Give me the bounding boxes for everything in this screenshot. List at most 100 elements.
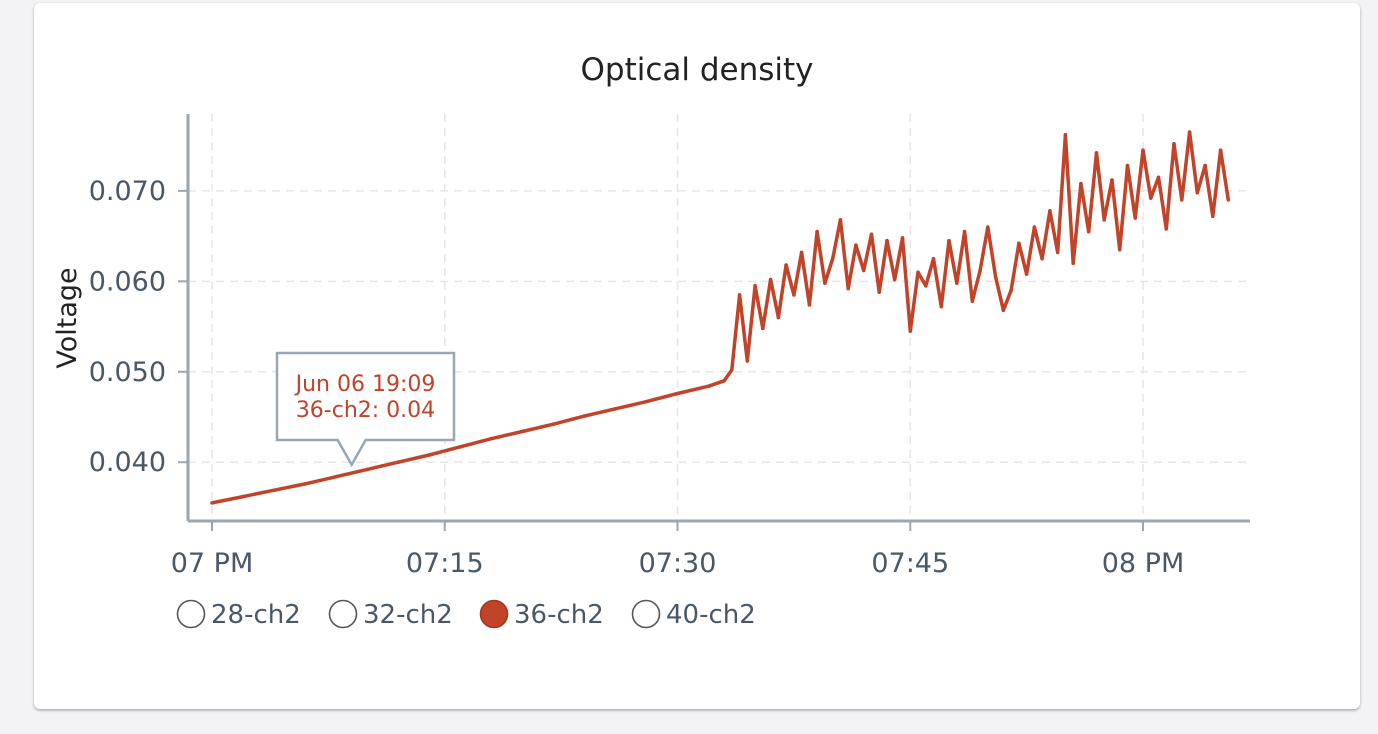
data-point — [776, 315, 781, 320]
x-tick-label: 07 PM — [171, 548, 254, 579]
gridlines — [178, 114, 1250, 531]
data-point — [613, 407, 618, 411]
data-point — [768, 277, 773, 282]
data-point — [210, 501, 214, 505]
data-point — [365, 467, 369, 472]
data-point — [520, 429, 525, 434]
data-point — [722, 379, 726, 383]
data-point — [923, 284, 928, 288]
data-point — [1017, 241, 1021, 246]
data-point — [869, 232, 874, 237]
y-tick-label: 0.070 — [89, 176, 166, 207]
data-point — [1048, 208, 1052, 213]
data-point — [730, 368, 734, 372]
data-point — [846, 286, 850, 291]
legend-item-36-ch2[interactable]: 36-ch2 — [479, 599, 604, 630]
data-point — [551, 422, 556, 427]
data-point — [962, 229, 967, 234]
data-point — [303, 482, 307, 486]
data-point — [272, 488, 276, 493]
data-point — [978, 268, 982, 273]
y-axis-label: Voltage — [52, 267, 83, 368]
data-point — [947, 238, 951, 243]
data-point — [1055, 250, 1060, 255]
data-point — [241, 494, 245, 499]
data-point — [916, 270, 920, 275]
data-point — [745, 359, 750, 363]
data-point — [582, 414, 587, 418]
data-point — [1125, 163, 1130, 168]
data-point — [1086, 229, 1091, 234]
data-point — [823, 281, 827, 285]
data-point — [1040, 256, 1044, 261]
tooltip-line1: Jun 06 19:09 — [294, 372, 436, 397]
data-point — [334, 474, 338, 479]
data-point — [892, 277, 897, 282]
data-point — [458, 445, 463, 449]
data-point — [1009, 288, 1013, 293]
data-point — [1001, 308, 1006, 313]
legend-marker — [631, 599, 661, 629]
data-point — [1094, 151, 1099, 155]
data-point — [900, 236, 905, 240]
data-point — [792, 293, 796, 297]
data-point — [1079, 181, 1083, 186]
data-point — [799, 250, 804, 255]
legend-label: 32-ch2 — [363, 600, 453, 630]
series-line-36-ch2 — [211, 130, 1231, 505]
data-point — [644, 399, 649, 404]
x-tick-label: 07:15 — [406, 548, 484, 579]
tick-labels: 07 PM 07:15 07:30 07:45 08 PM 0.040 0.050 0.060… — [89, 176, 1185, 579]
data-point — [1071, 261, 1075, 266]
chart-card — [34, 3, 1360, 709]
data-point — [830, 256, 835, 261]
y-tick-label: 0.050 — [89, 357, 166, 388]
data-point — [753, 284, 757, 288]
data-point — [1102, 218, 1107, 222]
legend-marker — [479, 599, 509, 629]
data-point — [1211, 214, 1215, 219]
y-tick-label: 0.040 — [89, 447, 166, 478]
data-point — [1117, 247, 1122, 252]
tooltip-line2: 36-ch2: 0.04 — [296, 398, 435, 423]
data-point — [675, 391, 680, 396]
data-point — [1203, 163, 1207, 168]
data-point — [861, 268, 866, 273]
data-point — [955, 281, 959, 285]
data-point — [1156, 175, 1161, 180]
data-point — [877, 290, 882, 294]
legend: 28-ch2 32-ch2 36-ch2 40-ch2 — [176, 599, 756, 630]
data-point — [1179, 198, 1184, 202]
data-point — [706, 384, 711, 389]
y-tick-label: 0.060 — [89, 266, 166, 297]
legend-item-28-ch2[interactable]: 28-ch2 — [176, 599, 301, 630]
data-point — [908, 329, 913, 333]
x-tick-label: 07:30 — [639, 548, 717, 579]
chart-title: Optical density — [580, 52, 813, 88]
data-point — [1148, 196, 1153, 200]
legend-item-32-ch2[interactable]: 32-ch2 — [328, 599, 453, 630]
data-point — [1063, 133, 1068, 137]
data-point — [1195, 190, 1200, 195]
data-point — [1164, 227, 1169, 231]
data-point — [1218, 148, 1223, 152]
data-point — [931, 256, 936, 261]
data-point — [784, 263, 788, 267]
data-point — [1133, 216, 1138, 220]
x-tick-label: 08 PM — [1102, 548, 1185, 579]
legend-label: 40-ch2 — [666, 600, 756, 630]
data-point — [807, 303, 812, 307]
x-tick-label: 07:45 — [871, 548, 949, 579]
data-point — [1024, 272, 1029, 276]
legend-item-40-ch2[interactable]: 40-ch2 — [631, 599, 756, 630]
data-point — [737, 293, 742, 297]
data-point — [396, 460, 401, 465]
data-point — [838, 218, 843, 222]
data-point — [489, 436, 494, 441]
data-point — [1226, 198, 1231, 202]
data-point — [1172, 142, 1176, 146]
data-point — [427, 453, 432, 457]
tooltip-box — [275, 351, 456, 468]
